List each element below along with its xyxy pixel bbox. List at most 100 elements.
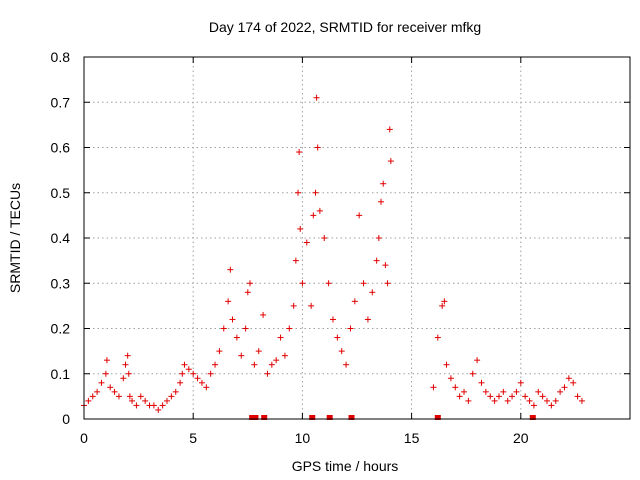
data-point [102, 370, 109, 377]
data-point [439, 302, 446, 309]
data-point [227, 266, 234, 273]
data-point [474, 357, 481, 364]
gap-marker [249, 415, 256, 420]
data-point [356, 212, 363, 219]
data-point [126, 393, 133, 400]
gap-markers [249, 415, 536, 420]
data-point [360, 280, 367, 287]
data-point [129, 397, 136, 404]
data-point [380, 180, 387, 187]
data-point [500, 388, 507, 395]
x-tick-label: 10 [295, 430, 311, 446]
data-point [172, 388, 179, 395]
y-tick-label: 0.4 [51, 230, 71, 246]
data-point [461, 388, 468, 395]
data-point [277, 334, 284, 341]
data-point [517, 379, 524, 386]
y-axis-label: SRMTID / TECUs [7, 183, 23, 293]
data-point [244, 289, 251, 296]
data-point [316, 207, 323, 214]
grid-layer [84, 57, 630, 419]
data-point [190, 370, 197, 377]
x-tick-label: 15 [404, 430, 420, 446]
data-point [268, 361, 275, 368]
data-point [452, 384, 459, 391]
data-point [281, 352, 288, 359]
data-point [290, 302, 297, 309]
data-point [509, 393, 516, 400]
data-point [570, 379, 577, 386]
data-point [292, 257, 299, 264]
y-tick-label: 0.5 [51, 185, 71, 201]
data-point [504, 397, 511, 404]
chart-title: Day 174 of 2022, SRMTID for receiver mfk… [209, 19, 481, 35]
y-tick-label: 0.8 [51, 49, 71, 65]
data-point [386, 126, 393, 133]
data-point [168, 393, 175, 400]
data-point [544, 397, 551, 404]
data-point [179, 370, 186, 377]
y-tick-label: 0.7 [51, 94, 71, 110]
data-point [334, 334, 341, 341]
data-point [441, 298, 448, 305]
data-point [181, 361, 188, 368]
data-point [456, 393, 463, 400]
data-point [495, 393, 502, 400]
data-point [89, 393, 96, 400]
data-point [233, 334, 240, 341]
data-point [246, 280, 253, 287]
data-point [120, 375, 127, 382]
data-point [578, 397, 585, 404]
data-point [312, 189, 319, 196]
x-axis-label: GPS time / hours [292, 458, 399, 474]
data-point [314, 144, 321, 151]
data-point [163, 397, 170, 404]
data-point [369, 289, 376, 296]
data-point [303, 239, 310, 246]
data-point [375, 235, 382, 241]
data-point [159, 402, 166, 409]
gap-marker [326, 415, 333, 420]
data-point [194, 375, 201, 382]
data-point [347, 325, 354, 332]
data-point [142, 397, 149, 404]
x-tick-label: 5 [189, 430, 197, 446]
y-tick-label: 0.1 [51, 366, 71, 382]
data-point [378, 198, 385, 205]
data-point [124, 352, 131, 359]
data-point [329, 316, 336, 323]
data-point [238, 352, 245, 359]
x-tick-label: 20 [513, 430, 529, 446]
data-point [177, 379, 184, 386]
y-tick-label: 0 [62, 411, 70, 427]
data-point [203, 384, 210, 391]
data-point [310, 212, 317, 219]
data-point [313, 94, 320, 101]
data-point [264, 370, 271, 377]
data-point [387, 158, 394, 165]
data-point [364, 316, 371, 323]
y-tick-label: 0.3 [51, 275, 71, 291]
gap-marker [529, 415, 536, 420]
data-point [296, 149, 303, 156]
data-point [491, 397, 498, 404]
x-tick-label: 0 [80, 430, 88, 446]
y-tick-label: 0.6 [51, 140, 71, 156]
data-point [85, 397, 92, 404]
data-point [260, 311, 267, 318]
data-point [155, 406, 162, 413]
data-point [325, 280, 332, 287]
data-point [295, 189, 302, 196]
data-point [111, 388, 118, 395]
data-point [447, 375, 454, 382]
data-point [338, 348, 345, 355]
data-point [286, 325, 293, 332]
data-point [351, 298, 358, 305]
data-point [373, 257, 380, 264]
data-point [478, 379, 485, 386]
data-point [465, 397, 472, 404]
data-point [220, 325, 227, 332]
data-point [198, 379, 205, 386]
data-point [561, 384, 568, 391]
data-point [443, 361, 450, 368]
